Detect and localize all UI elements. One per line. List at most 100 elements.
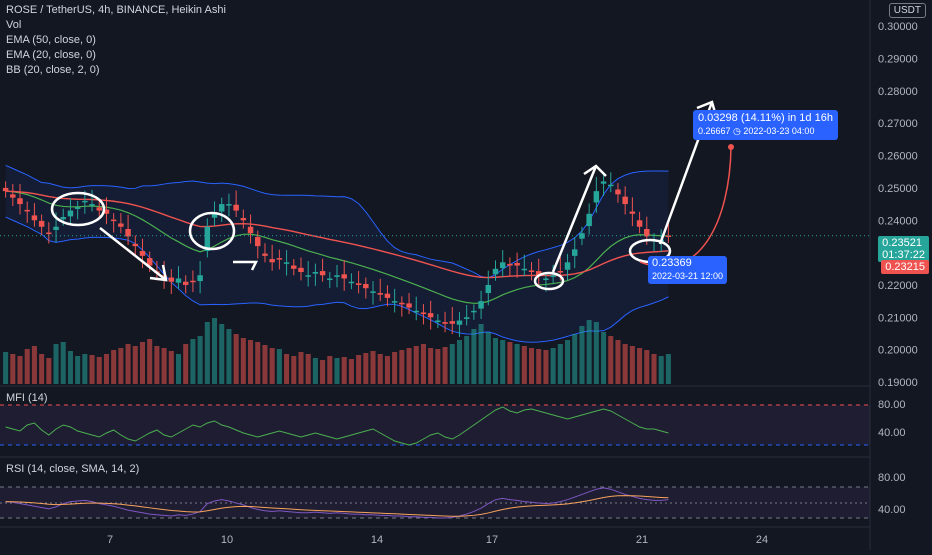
volume-bar bbox=[269, 348, 275, 384]
candle-body bbox=[636, 220, 643, 227]
rsi-label[interactable]: RSI (14, close, SMA, 14, 2) bbox=[6, 463, 140, 475]
volume-bar bbox=[204, 322, 210, 384]
volume-bar bbox=[593, 322, 599, 384]
volume-bar bbox=[154, 346, 160, 384]
candle-body bbox=[139, 250, 146, 256]
candle-body bbox=[427, 313, 434, 318]
measure-label[interactable]: 0.03298 (14.11%) in 1d 16h 0.26667 ◷ 202… bbox=[693, 110, 838, 140]
candle-body bbox=[283, 262, 290, 264]
candle-body bbox=[312, 272, 319, 274]
candle-body bbox=[276, 258, 283, 260]
candle-body bbox=[586, 213, 592, 227]
price-tick-label: 0.28000 bbox=[878, 86, 918, 98]
indicator-ema20[interactable]: EMA (20, close, 0) bbox=[6, 49, 96, 61]
candle-body bbox=[247, 226, 254, 234]
volume-bar bbox=[456, 340, 462, 384]
symbol-title[interactable]: ROSE / TetherUS, 4h, BINANCE, Heikin Ash… bbox=[6, 4, 226, 16]
volume-bar bbox=[377, 354, 383, 384]
candle-body bbox=[146, 258, 153, 266]
current-price: 0.23521 bbox=[882, 237, 922, 249]
volume-bar bbox=[449, 344, 455, 384]
volume-bar bbox=[406, 348, 412, 384]
volume-bar bbox=[10, 354, 16, 384]
candle-body bbox=[572, 249, 578, 256]
candle-body bbox=[161, 275, 167, 279]
projection-target-dot bbox=[728, 144, 734, 150]
volume-bar bbox=[579, 326, 585, 384]
candle-body bbox=[608, 184, 614, 187]
volume-bar bbox=[262, 345, 268, 384]
price-tick-label: 0.25000 bbox=[878, 183, 918, 195]
rsi-tick-label: 40.00 bbox=[878, 504, 906, 516]
candle-body bbox=[456, 320, 463, 325]
mfi-label[interactable]: MFI (14) bbox=[6, 392, 48, 404]
indicator-bb[interactable]: BB (20, close, 2, 0) bbox=[6, 64, 100, 76]
volume-bar bbox=[615, 340, 621, 384]
candle-body bbox=[305, 275, 311, 277]
indicator-ema50[interactable]: EMA (50, close, 0) bbox=[6, 34, 96, 46]
volume-bar bbox=[442, 347, 448, 384]
volume-bar bbox=[341, 357, 347, 384]
indicator-vol[interactable]: Vol bbox=[6, 19, 22, 31]
candle-body bbox=[24, 209, 30, 212]
start-date: 2022-03-21 12:00 bbox=[652, 271, 724, 281]
candle-body bbox=[363, 283, 369, 289]
volume-bar bbox=[399, 350, 405, 384]
volume-bar bbox=[96, 357, 102, 384]
candle-body bbox=[384, 293, 391, 298]
candle-body bbox=[46, 232, 52, 235]
annotation-circle bbox=[188, 211, 236, 251]
volume-bar bbox=[233, 334, 239, 384]
volume-bar bbox=[3, 352, 9, 384]
price-tick-label: 0.21000 bbox=[878, 312, 918, 324]
volume-bar bbox=[601, 332, 607, 384]
time-tick-label: 17 bbox=[486, 534, 498, 546]
volume-bar bbox=[500, 340, 506, 384]
candle-body bbox=[622, 196, 628, 205]
volume-bar bbox=[125, 344, 131, 384]
volume-bar bbox=[183, 344, 189, 384]
volume-bar bbox=[637, 348, 643, 384]
volume-bar bbox=[161, 348, 167, 384]
mfi-tick-label: 40.00 bbox=[878, 427, 906, 439]
candle-body bbox=[564, 262, 571, 270]
start-label[interactable]: 0.23369 2022-03-21 12:00 bbox=[648, 256, 728, 284]
volume-bar bbox=[139, 342, 146, 384]
candle-body bbox=[478, 301, 484, 309]
start-price: 0.23369 bbox=[652, 257, 692, 269]
candle-body bbox=[615, 189, 621, 195]
candle-body bbox=[644, 228, 650, 237]
volume-bar bbox=[168, 351, 174, 384]
candle-body bbox=[96, 207, 102, 211]
volume-bar bbox=[103, 354, 109, 384]
volume-bar bbox=[428, 348, 434, 384]
volume-bar bbox=[464, 336, 470, 384]
candle-body bbox=[399, 302, 405, 305]
volume-bar bbox=[348, 359, 354, 384]
annotation-arrow bbox=[551, 164, 607, 273]
volume-bar bbox=[392, 352, 398, 384]
volume-bar bbox=[665, 354, 671, 384]
volume-bar bbox=[413, 346, 419, 384]
candle-body bbox=[82, 200, 88, 203]
volume-bar bbox=[305, 354, 311, 384]
candle-body bbox=[118, 223, 124, 227]
candle-body bbox=[103, 209, 110, 214]
mfi-band bbox=[0, 405, 870, 445]
candle-body bbox=[406, 303, 412, 308]
volume-bar bbox=[485, 332, 491, 384]
volume-bar bbox=[521, 346, 527, 384]
price-tick-label: 0.30000 bbox=[878, 21, 918, 33]
volume-bar bbox=[608, 336, 614, 384]
volume-bar bbox=[132, 346, 138, 384]
currency-button[interactable]: USDT bbox=[888, 3, 926, 18]
rsi-ma-line bbox=[5, 495, 669, 517]
volume-bar bbox=[629, 346, 635, 384]
volume-bar bbox=[420, 344, 426, 384]
candle-body bbox=[182, 281, 189, 285]
rsi-tick-label: 80.00 bbox=[878, 472, 906, 484]
candle-body bbox=[89, 204, 95, 206]
candle-body bbox=[370, 291, 376, 293]
